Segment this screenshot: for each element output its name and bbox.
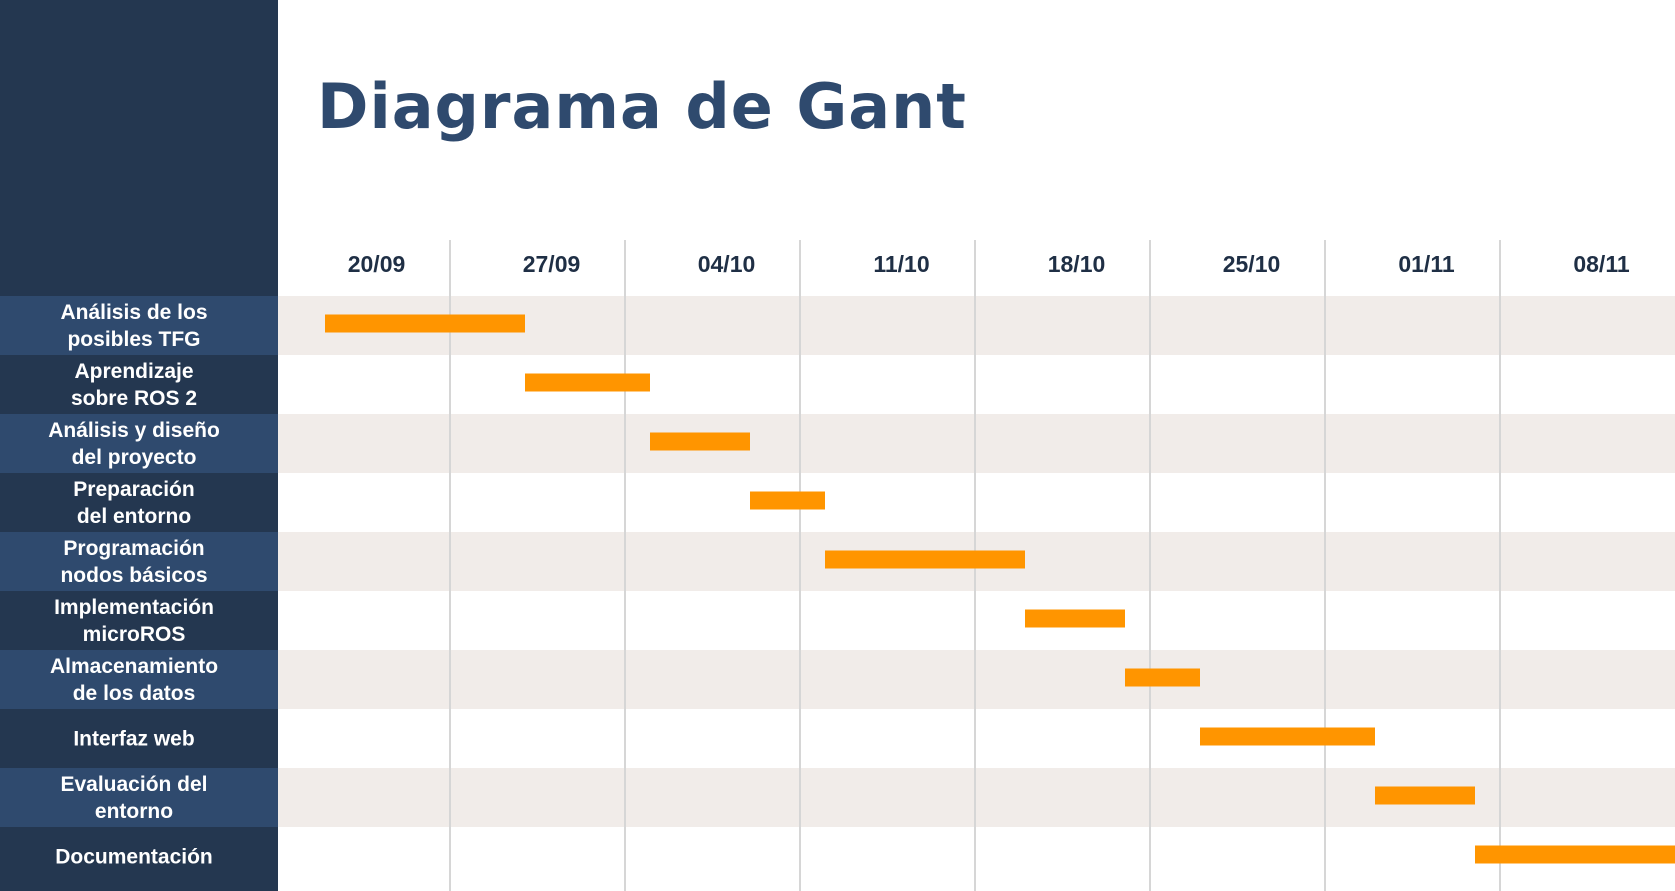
task-bar xyxy=(525,373,650,392)
x-tick-label: 25/10 xyxy=(1223,251,1281,277)
task-label: Interfaz web xyxy=(73,728,194,751)
task-label: Análisis y diseño xyxy=(48,419,220,442)
x-tick-label: 08/11 xyxy=(1573,251,1629,277)
task-bar xyxy=(325,314,525,333)
task-bar xyxy=(650,432,750,451)
task-bar xyxy=(750,491,825,510)
x-tick-label: 20/09 xyxy=(348,251,406,277)
x-tick-label: 11/10 xyxy=(873,251,929,277)
task-label: Aprendizaje xyxy=(74,360,193,383)
task-label: Preparación xyxy=(73,478,194,501)
task-label: de los datos xyxy=(73,682,196,705)
task-label-band xyxy=(0,414,278,473)
task-label: del proyecto xyxy=(72,446,197,469)
task-bar xyxy=(1475,845,1675,864)
task-bar xyxy=(825,550,1025,569)
task-label-band xyxy=(0,650,278,709)
task-label: posibles TFG xyxy=(67,328,200,351)
task-bar xyxy=(1125,668,1200,687)
chart-title: Diagrama de Gant xyxy=(317,70,967,143)
task-bar xyxy=(1200,727,1375,746)
task-label: microROS xyxy=(83,623,186,646)
task-label-band xyxy=(0,532,278,591)
row-band xyxy=(278,650,1675,709)
x-tick-label: 27/09 xyxy=(523,251,581,277)
x-tick-label: 01/11 xyxy=(1398,251,1454,277)
task-label: del entorno xyxy=(77,505,191,528)
task-label-band xyxy=(0,768,278,827)
task-label: Implementación xyxy=(54,596,214,619)
task-bar xyxy=(1025,609,1125,628)
task-label: Análisis de los xyxy=(60,301,207,324)
task-bar xyxy=(1375,786,1475,805)
task-label: Evaluación del xyxy=(60,773,207,796)
task-label: Programación xyxy=(63,537,204,560)
task-label: nodos básicos xyxy=(60,564,207,587)
task-label: Almacenamiento xyxy=(50,655,218,678)
task-label: Documentación xyxy=(55,846,213,869)
task-label: sobre ROS 2 xyxy=(71,387,197,410)
task-label-band xyxy=(0,296,278,355)
task-label: entorno xyxy=(95,800,173,823)
row-band xyxy=(278,414,1675,473)
x-tick-label: 04/10 xyxy=(698,251,756,277)
x-tick-label: 18/10 xyxy=(1048,251,1106,277)
